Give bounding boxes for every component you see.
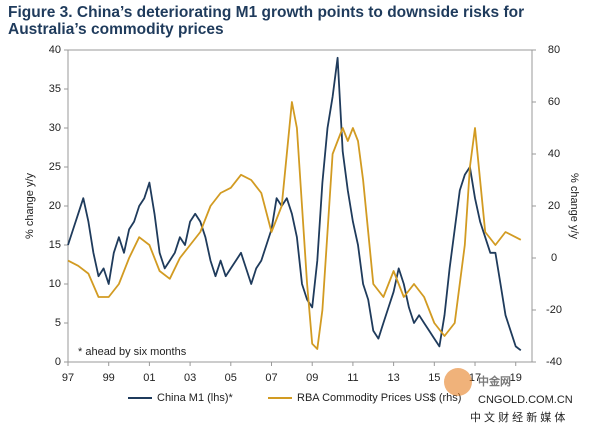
x-tick-label: 09	[306, 372, 318, 384]
y-tick-label: 5	[55, 317, 61, 329]
y2-tick-label: 0	[551, 252, 557, 264]
y2-tick-label: 40	[548, 148, 560, 160]
y2-axis-label: % change y/y	[568, 173, 580, 240]
y2-tick-label: 80	[548, 44, 560, 56]
chart-title: Figure 3. China’s deteriorating M1 growt…	[8, 4, 525, 38]
y-tick-label: 10	[49, 278, 61, 290]
x-tick-label: 11	[347, 372, 358, 384]
y-tick-label: 20	[49, 200, 61, 212]
line-series	[67, 56, 522, 352]
y-tick-label: 25	[49, 161, 61, 173]
legend-label: China M1 (lhs)*	[157, 392, 234, 404]
watermark-url: CNGOLD.COM.CN	[478, 394, 573, 406]
y2-tick-label: 20	[548, 200, 560, 212]
x-tick-label: 99	[103, 372, 115, 384]
line-series	[67, 101, 522, 350]
x-tick-label: 19	[510, 372, 522, 384]
y-tick-label: 35	[49, 83, 61, 95]
plot-frame	[67, 49, 533, 363]
x-tick-label: 97	[62, 372, 74, 384]
y-tick-label: 40	[49, 44, 61, 56]
legend-label: RBA Commodity Prices US$ (rhs)	[297, 392, 461, 404]
x-tick-label: 05	[225, 372, 237, 384]
y2-tick-label: 60	[548, 96, 560, 108]
x-tick-label: 07	[265, 372, 277, 384]
x-tick-label: 15	[428, 372, 440, 384]
y2-tick-label: -20	[546, 304, 562, 316]
x-tick-label: 13	[387, 372, 399, 384]
x-tick-label: 01	[143, 372, 155, 384]
watermark: 中金网	[478, 374, 511, 388]
y-tick-label: 15	[49, 239, 61, 251]
y-tick-label: 30	[49, 122, 61, 134]
y-tick-label: 0	[55, 356, 61, 368]
annotation: * ahead by six months	[78, 346, 187, 358]
x-tick-label: 03	[184, 372, 196, 384]
y2-tick-label: -40	[546, 356, 562, 368]
watermark-tagline: 中 文 财 经 新 媒 体	[470, 410, 565, 424]
y-axis-label: % change y/y	[24, 172, 36, 239]
watermark-logo	[444, 368, 472, 396]
